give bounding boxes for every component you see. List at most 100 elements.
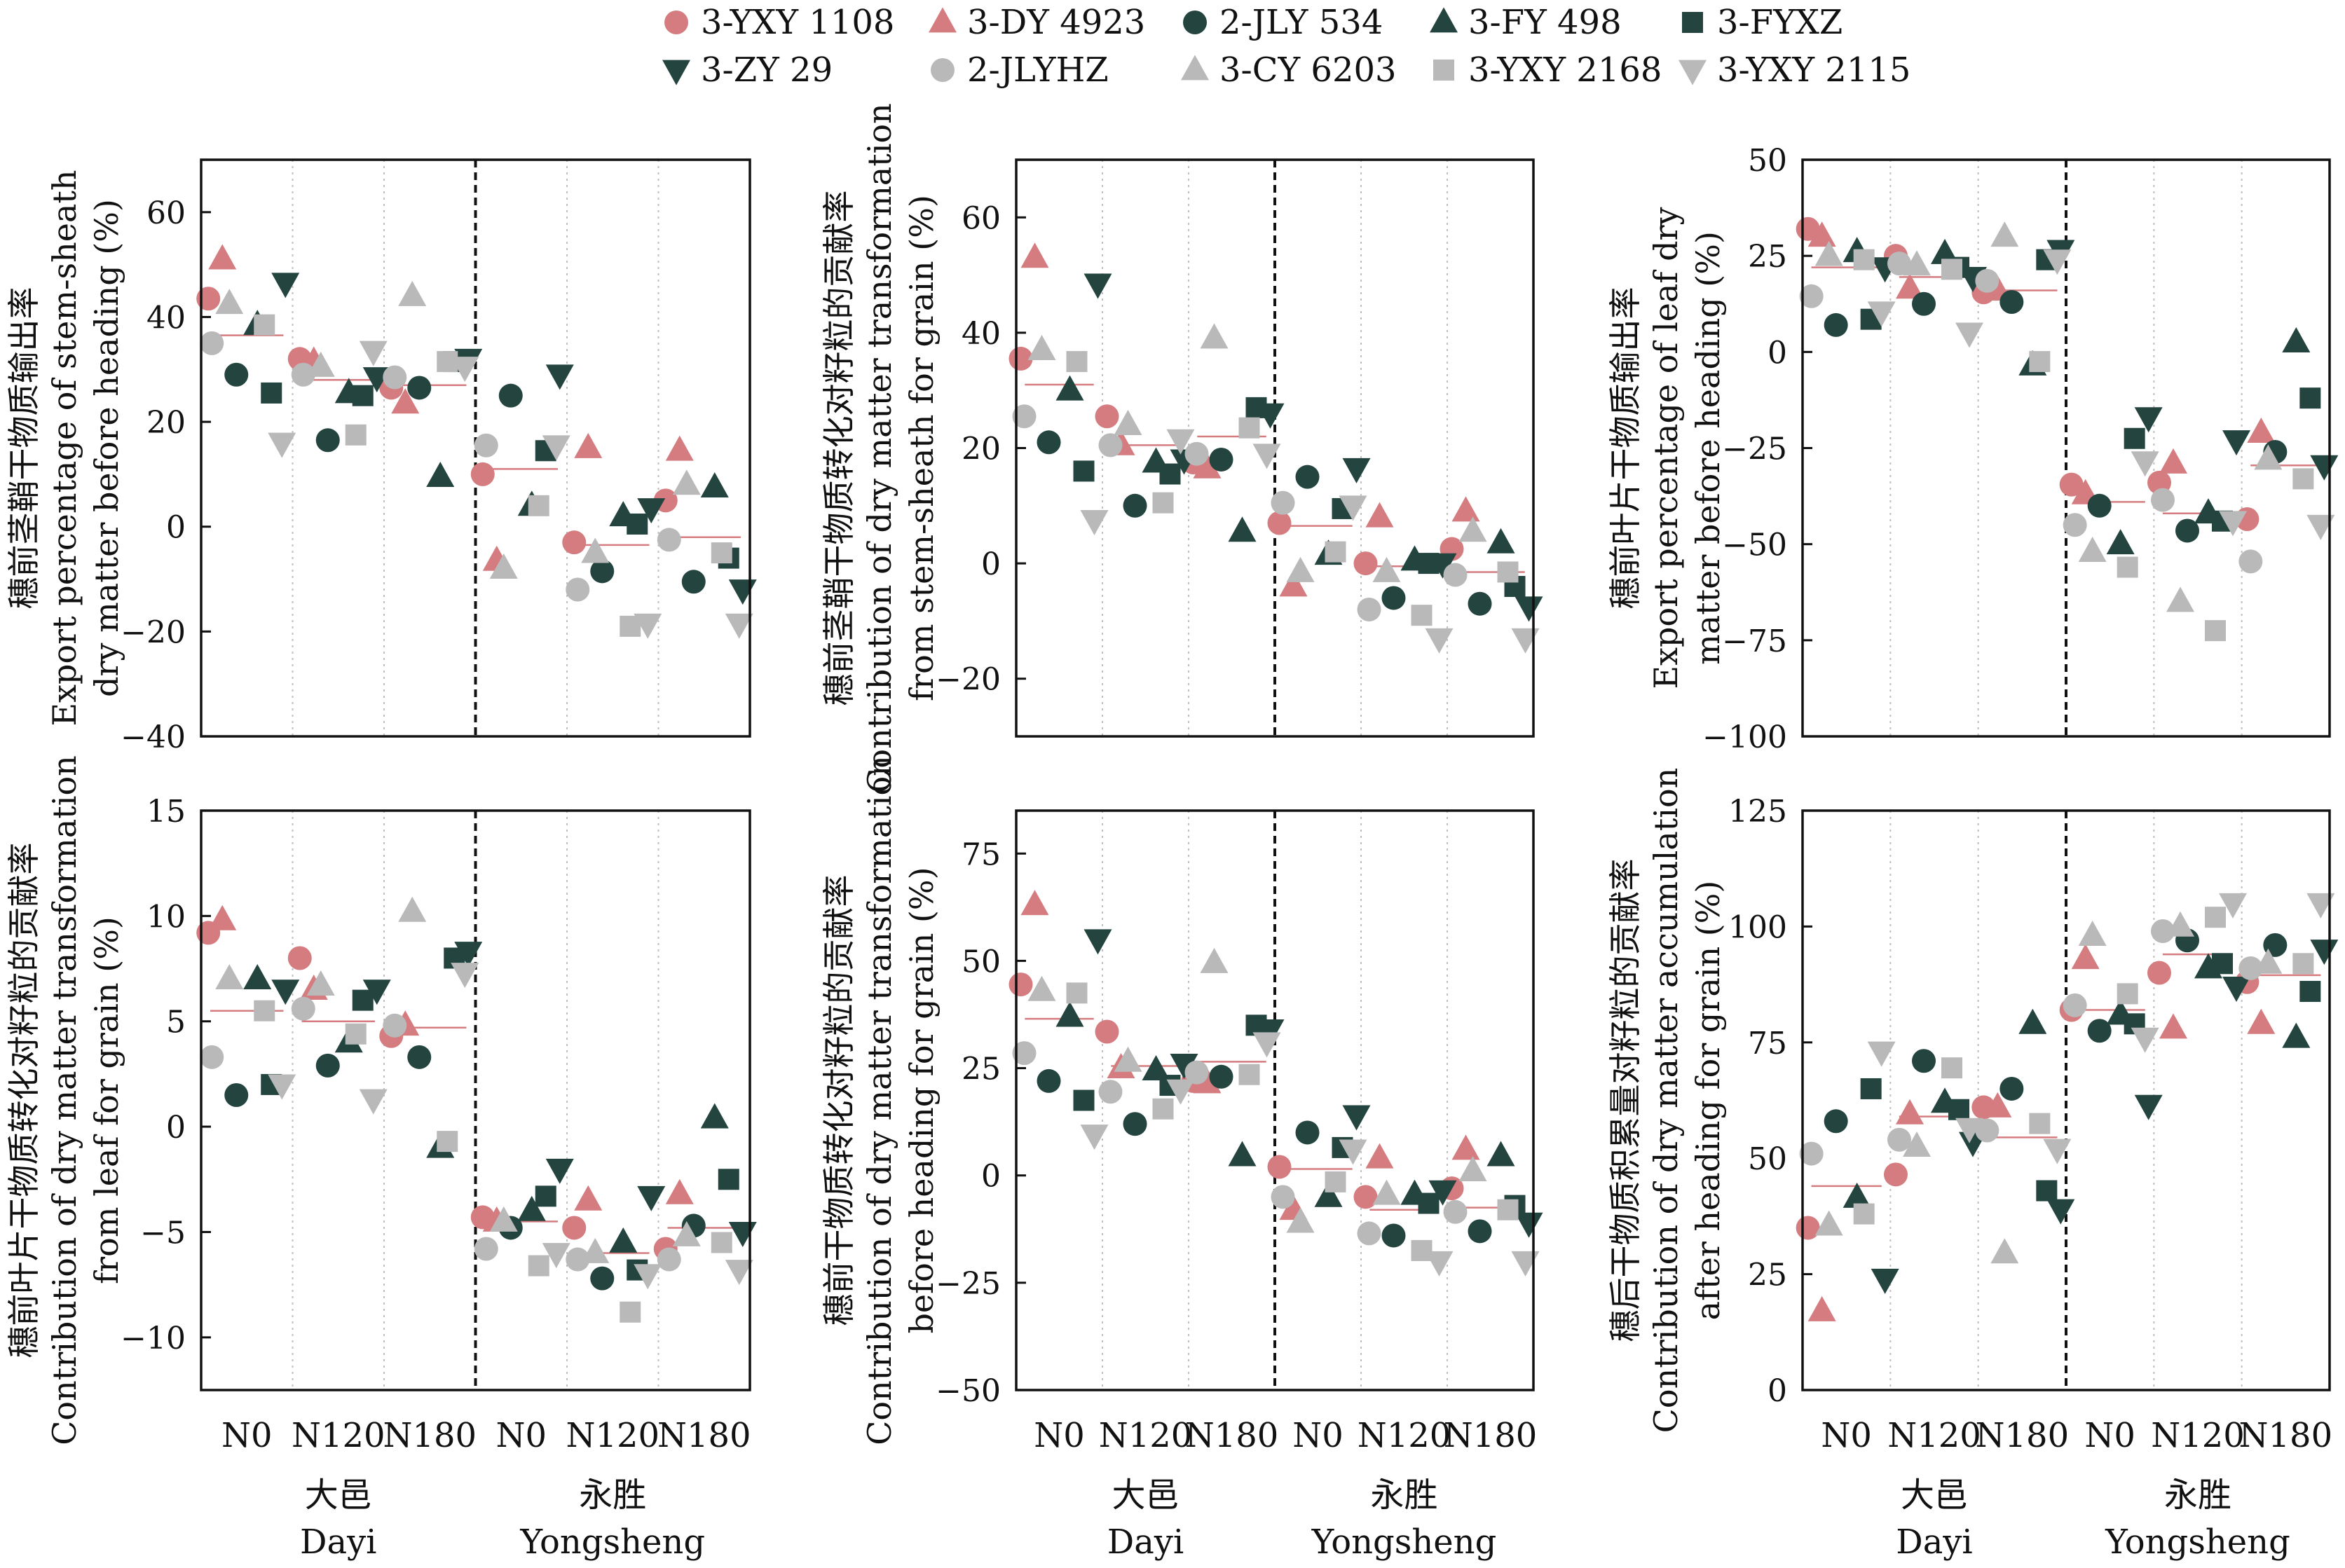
y-tick-label: 10 <box>146 899 186 935</box>
data-point <box>2134 407 2163 433</box>
data-point <box>1339 495 1367 521</box>
data-point <box>1807 1295 1836 1321</box>
data-point <box>2292 953 2314 975</box>
data-point <box>2147 961 2171 985</box>
data-point <box>1152 492 1174 514</box>
data-point <box>451 963 479 989</box>
site-label-cn: 大邑 <box>1112 1476 1179 1515</box>
data-point <box>1037 1068 1061 1093</box>
data-point <box>1170 1054 1198 1080</box>
data-point <box>291 362 315 387</box>
data-point <box>2254 948 2283 974</box>
data-point <box>1095 404 1119 429</box>
y-tick-label: 50 <box>962 944 1001 979</box>
y-tick-label: −20 <box>121 614 186 650</box>
legend-entry: 3-FYXZ <box>1682 3 1842 42</box>
data-point <box>1975 1118 1999 1143</box>
data-point <box>590 1266 615 1291</box>
data-point <box>700 1103 729 1129</box>
legend-marker <box>1682 12 1703 33</box>
legend: 3-YXY 1108 3-DY 4923 2-JLY 534 3-FY 498 3-FY… <box>662 3 1910 90</box>
y-axis-label-en-line2: from stem-sheath for grain (%) <box>903 195 941 701</box>
data-point <box>291 996 315 1021</box>
data-point <box>1083 929 1112 955</box>
data-point <box>1955 1117 1983 1143</box>
site-label-cn: 永胜 <box>2164 1476 2231 1515</box>
data-point <box>528 495 549 516</box>
data-point <box>517 1195 546 1221</box>
y-tick-label: 20 <box>146 405 186 441</box>
data-point <box>2036 1180 2058 1202</box>
y-axis-label-en-line2: dry matter before heading (%) <box>88 199 125 697</box>
data-point <box>1228 516 1257 542</box>
data-point <box>1867 301 1896 327</box>
data-point <box>2029 351 2051 373</box>
data-point <box>566 1247 590 1272</box>
data-point <box>2159 448 2187 474</box>
data-point <box>657 528 681 552</box>
data-point <box>1080 509 1109 535</box>
data-point <box>407 376 432 400</box>
y-tick-label: 0 <box>1768 335 1787 371</box>
y-tick-label: 25 <box>1748 1258 1787 1293</box>
data-point <box>566 577 590 602</box>
y-tick-label: −100 <box>1702 720 1787 755</box>
data-point <box>1256 403 1285 429</box>
data-point <box>2282 327 2311 353</box>
data-point <box>1425 1251 1454 1277</box>
legend-entry: 3-FY 498 <box>1430 3 1622 42</box>
legend-marker <box>931 58 955 82</box>
data-point <box>200 1045 224 1069</box>
data-point <box>725 1260 753 1286</box>
data-point <box>359 341 388 366</box>
legend-marker <box>1433 60 1454 81</box>
data-point <box>545 364 574 390</box>
data-point <box>1314 1181 1343 1207</box>
data-point <box>352 385 374 406</box>
data-point <box>1184 441 1209 466</box>
data-point <box>1073 1089 1095 1111</box>
data-point <box>1066 982 1088 1004</box>
y-tick-label: −20 <box>936 662 1001 698</box>
data-point <box>1095 1019 1119 1044</box>
data-point <box>1486 528 1515 553</box>
data-point <box>1458 1155 1487 1181</box>
data-point <box>1941 259 1962 280</box>
y-tick-label: −75 <box>1722 624 1787 659</box>
legend-label: 3-DY 4923 <box>967 3 1145 42</box>
legend-label: 3-FYXZ <box>1717 3 1842 42</box>
data-point <box>2078 921 2107 947</box>
y-tick-label: −5 <box>140 1215 186 1251</box>
data-point <box>1990 221 2019 247</box>
data-point <box>1372 1179 1401 1205</box>
data-point <box>1193 1068 1222 1094</box>
data-point <box>2063 513 2087 537</box>
data-point <box>2159 1013 2187 1039</box>
data-point <box>2238 549 2263 574</box>
data-point <box>728 1222 757 1248</box>
data-point <box>2166 911 2194 937</box>
data-point <box>306 970 335 996</box>
data-point <box>1903 250 1931 276</box>
legend-label: 3-YXY 2115 <box>1717 50 1910 90</box>
data-point <box>545 1158 574 1184</box>
data-point <box>1152 1098 1174 1120</box>
data-point <box>1342 1105 1371 1131</box>
data-point <box>1055 1001 1084 1027</box>
data-point <box>542 1243 570 1269</box>
y-axis-label: 穗后干物质积累量对籽粒的贡献率 Contribution of dry matte… <box>1606 768 1727 1433</box>
data-point <box>1083 273 1112 299</box>
data-point <box>562 530 587 555</box>
x-tick-label: N180 <box>1444 1416 1538 1455</box>
data-point <box>1814 240 1843 266</box>
data-point <box>1286 1207 1315 1233</box>
data-point <box>1357 1221 1381 1246</box>
legend-entry: 3-DY 4923 <box>929 3 1145 42</box>
data-point <box>1814 1210 1843 1236</box>
data-point <box>1999 290 2024 315</box>
data-point <box>609 1227 638 1253</box>
data-point <box>1252 443 1281 469</box>
y-tick-label: 5 <box>166 1005 186 1040</box>
legend-label: 3-ZY 29 <box>701 50 833 90</box>
x-tick-label: N120 <box>1099 1416 1193 1455</box>
